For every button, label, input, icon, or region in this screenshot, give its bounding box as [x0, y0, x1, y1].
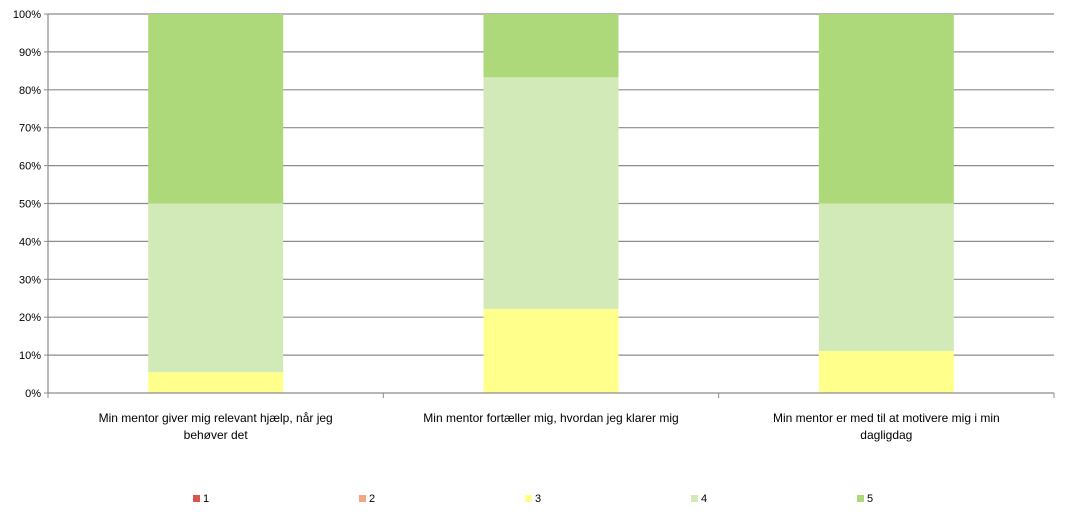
- y-tick-label: 20%: [19, 312, 41, 324]
- bar-segment-4: [483, 77, 619, 309]
- legend-label: 1: [203, 493, 209, 505]
- category-label: Min mentor giver mig relevant hjælp, når…: [99, 411, 333, 425]
- legend-label: 5: [867, 493, 873, 505]
- axes: [44, 13, 1055, 398]
- bar-segment-3: [818, 350, 954, 393]
- category-labels: Min mentor giver mig relevant hjælp, når…: [99, 411, 1000, 442]
- y-tick-label: 30%: [19, 274, 41, 286]
- y-tick-label: 40%: [19, 236, 41, 248]
- legend-swatch-2: [359, 495, 366, 502]
- bar-segment-3: [483, 308, 619, 393]
- y-tick-label: 60%: [19, 161, 41, 173]
- bar-segment-3: [148, 372, 284, 393]
- legend-swatch-3: [525, 495, 532, 502]
- legend-label: 2: [369, 493, 375, 505]
- y-tick-label: 0%: [25, 388, 41, 400]
- y-tick-labels: 0% 10% 20% 30% 40% 50% 60% 70% 80% 90% 100%: [13, 9, 41, 400]
- legend-label: 4: [701, 493, 707, 505]
- bar-segment-5: [483, 14, 619, 78]
- y-tick-label: 10%: [19, 350, 41, 362]
- category-label: Min mentor fortæller mig, hvordan jeg kl…: [423, 411, 678, 425]
- bar-segment-4: [818, 203, 954, 351]
- legend-swatch-4: [691, 495, 698, 502]
- y-tick-label: 100%: [13, 9, 41, 21]
- y-tick-label: 70%: [19, 123, 41, 135]
- legend: 1 2 3 4 5: [193, 493, 873, 505]
- bar-segment-4: [148, 203, 284, 373]
- bars: [148, 14, 954, 393]
- legend-label: 3: [535, 493, 541, 505]
- legend-swatch-5: [857, 495, 864, 502]
- legend-swatch-1: [193, 495, 200, 502]
- category-label: dagligdag: [860, 428, 912, 442]
- y-tick-label: 90%: [19, 47, 41, 59]
- category-label: behøver det: [184, 428, 249, 442]
- bar-segment-5: [148, 14, 284, 204]
- y-tick-label: 80%: [19, 85, 41, 97]
- bar-segment-5: [818, 14, 954, 204]
- y-tick-label: 50%: [19, 199, 41, 211]
- category-label: Min mentor er med til at motivere mig i …: [773, 411, 1000, 425]
